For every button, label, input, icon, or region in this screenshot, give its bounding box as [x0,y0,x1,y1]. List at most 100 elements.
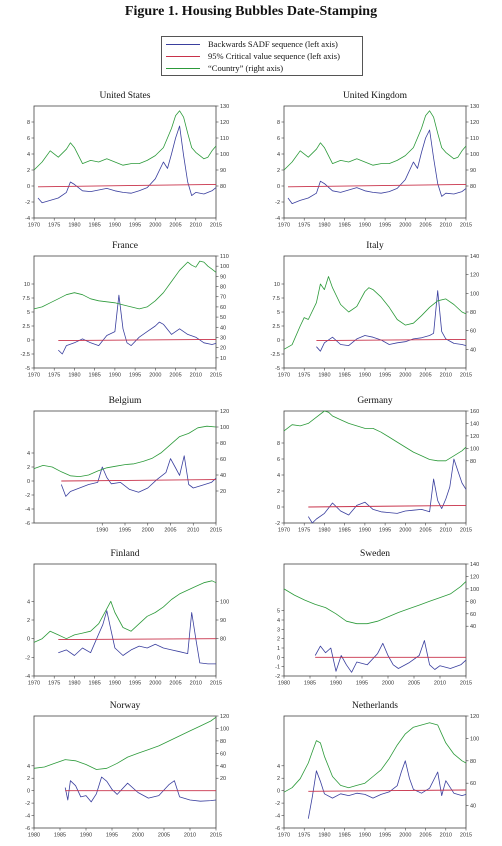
series-line-sadf [307,458,467,524]
left-tick-label: 2 [27,776,30,782]
series-line-cv [308,504,467,508]
left-tick-label: 4 [277,618,280,624]
legend-label-country: “Country” (right axis) [208,63,284,73]
panel-chart: 1970 1975 1980 1985 1990 1995 2000 2005 2010 2015… [275,714,479,839]
right-tick-label: 110 [220,136,229,142]
left-tick-label: -4 [275,814,280,820]
x-tick-label: 2005 [158,833,170,839]
right-tick-label: 80 [220,184,226,190]
x-tick-label: 2015 [460,833,472,839]
panel-title: Germany [357,396,393,406]
right-tick-label: 10 [220,356,226,362]
series-line-cv [287,183,467,188]
x-tick-label: 2000 [149,373,161,379]
x-tick-label: 2000 [399,373,411,379]
right-tick-label: 40 [220,764,226,770]
plot-frame [33,715,217,829]
left-tick-label: 4 [277,152,280,158]
series-line-sadf [287,129,467,204]
left-tick-label: 8 [277,120,280,126]
left-tick-label: 10 [274,282,280,288]
series-line-sadf [60,455,217,497]
x-tick-label: 1970 [278,528,290,534]
x-tick-label: 2000 [142,528,154,534]
x-tick-label: 1970 [278,833,290,839]
panel-chart: 1970 1975 1980 1985 1990 1995 2000 2005 2010 2015… [25,104,229,229]
left-tick-label: 2 [277,489,280,495]
x-tick-label: 1975 [48,373,60,379]
panel-chart: 1970 1975 1980 1985 1990 1995 2000 2005 2010 2015… [25,563,229,687]
left-tick-label: 10 [24,282,30,288]
series-line-cv [58,638,217,641]
left-tick-label: 8 [27,120,30,126]
x-tick-label: 2010 [440,528,452,534]
x-tick-label: 1985 [89,223,101,229]
x-tick-label: 1980 [68,681,80,687]
left-tick-label: -2.5 [21,352,30,358]
x-tick-label: 2010 [190,373,202,379]
x-tick-label: 1970 [278,373,290,379]
x-tick-label: 1985 [339,223,351,229]
x-tick-label: 1970 [28,681,40,687]
series-line-sadf [58,294,217,355]
panel-title: France [112,241,138,251]
right-tick-label: 40 [470,624,476,630]
plot-frame [33,255,217,369]
panel-title: Norway [109,701,141,711]
x-tick-label: 1995 [129,681,141,687]
panel-norway: Norway 1980 1985 1990 1995 2000 2005 2010 2015 -… [10,700,240,840]
right-tick-label: 90 [220,168,226,174]
x-tick-label: 1985 [89,681,101,687]
series-line-country [33,110,217,171]
x-tick-label: 1990 [330,681,342,687]
left-tick-label: -2 [25,493,30,499]
right-tick-label: 50 [220,315,226,321]
x-tick-label: 1970 [28,373,40,379]
series-line-cv [308,789,467,792]
left-tick-label: 7.5 [272,296,280,302]
x-tick-label: 1975 [48,223,60,229]
panel-chart: 1980 1985 1990 1995 2000 2005 2010 2015 -6 -4 -2 0 2… [25,714,229,839]
x-tick-label: 1995 [379,833,391,839]
right-tick-label: 120 [220,120,229,126]
right-tick-label: 160 [470,409,479,415]
left-tick-label: -5 [25,366,30,372]
panel-title: Finland [110,549,140,559]
x-tick-label: 1995 [119,528,131,534]
series-line-sadf [37,125,217,204]
right-tick-label: 80 [470,184,476,190]
x-tick-label: 1995 [379,223,391,229]
right-tick-label: 100 [470,736,479,742]
panel-chart: 1970 1975 1980 1985 1990 1995 2000 2005 2010 2015… [275,104,479,229]
x-tick-label: 2000 [132,833,144,839]
left-tick-label: -4 [25,216,30,222]
panel-chart: 1990 1995 2000 2005 2010 2015 -6 -4 -2 0 2 4 20 40 60 8… [25,409,229,534]
left-tick-label: -2 [25,200,30,206]
x-tick-label: 2005 [169,223,181,229]
panel-title: Italy [366,241,384,251]
right-tick-label: 80 [470,599,476,605]
left-tick-label: 2 [277,776,280,782]
x-tick-label: 2015 [210,373,222,379]
right-tick-label: 60 [470,329,476,335]
x-tick-label: 2005 [169,373,181,379]
right-tick-label: 20 [220,346,226,352]
right-tick-label: 120 [470,574,479,580]
series-line-country [33,260,217,310]
x-tick-label: 2000 [399,223,411,229]
right-tick-label: 90 [220,618,226,624]
x-tick-label: 1995 [129,223,141,229]
x-tick-label: 1980 [318,223,330,229]
right-tick-label: 140 [470,254,479,260]
series-line-country [283,581,467,625]
right-tick-label: 100 [220,599,229,605]
left-tick-label: 2 [277,168,280,174]
x-tick-label: 1970 [28,223,40,229]
left-tick-label: 0 [27,338,30,344]
right-tick-label: 30 [220,335,226,341]
right-tick-label: 90 [220,274,226,280]
x-tick-label: 1985 [339,373,351,379]
right-tick-label: 20 [220,776,226,782]
x-tick-label: 1995 [129,373,141,379]
x-tick-label: 2005 [419,223,431,229]
